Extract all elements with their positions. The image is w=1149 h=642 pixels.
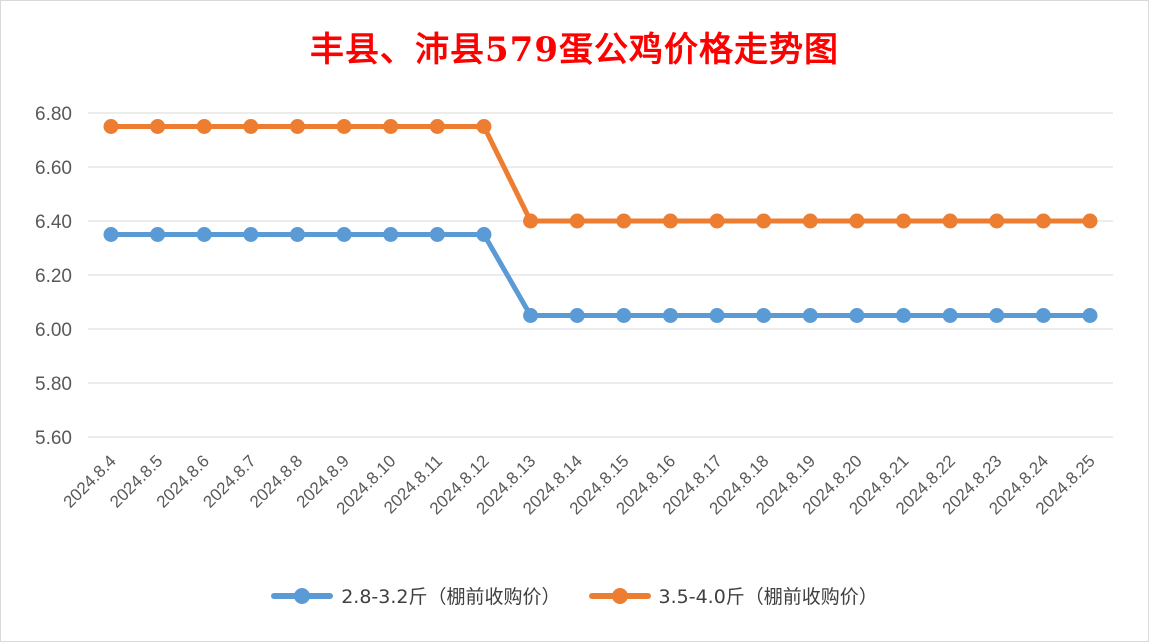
data-point [1082, 213, 1098, 229]
data-point [662, 213, 678, 229]
data-point [942, 213, 958, 229]
data-point [989, 213, 1005, 229]
data-point [756, 308, 772, 323]
data-point [849, 213, 865, 229]
y-tick-label: 6.40 [35, 212, 72, 233]
data-point [569, 213, 585, 229]
data-point [476, 119, 492, 134]
y-tick-label: 6.00 [35, 320, 72, 341]
data-point [569, 308, 585, 323]
data-point [709, 213, 725, 229]
data-point [289, 119, 305, 134]
legend-label: 3.5-4.0斤（棚前收购价） [658, 586, 878, 608]
data-point [196, 227, 212, 242]
data-point [523, 308, 539, 323]
data-point [196, 119, 212, 134]
legend-swatch [271, 587, 334, 604]
data-point [1082, 308, 1098, 323]
legend-label: 2.8-3.2斤（棚前收购价） [341, 586, 561, 608]
data-point [896, 213, 912, 229]
legend-swatch [588, 587, 651, 604]
legend: 2.8-3.2斤（棚前收购价） 3.5-4.0斤（棚前收购价） [0, 582, 1149, 609]
data-point [849, 308, 865, 323]
data-point [756, 213, 772, 229]
data-point [1035, 308, 1051, 323]
legend-marker [611, 587, 628, 604]
series-line-1 [108, 232, 1093, 318]
y-tick-label: 6.20 [35, 266, 72, 287]
legend-item-1: 2.8-3.2斤（棚前收购价） [271, 582, 561, 609]
y-tick-label: 5.60 [35, 428, 72, 449]
data-point [383, 227, 399, 242]
data-point [616, 308, 632, 323]
data-point [523, 213, 539, 229]
data-point [243, 119, 259, 134]
data-point [989, 308, 1005, 323]
y-axis-ticks: 5.60 5.80 6.00 6.20 6.40 6.60 6.80 [35, 104, 72, 449]
gridlines [88, 112, 1113, 438]
y-tick-label: 6.60 [35, 158, 72, 179]
data-point [336, 119, 352, 134]
data-point [662, 308, 678, 323]
data-point [289, 227, 305, 242]
data-point [103, 119, 119, 134]
data-point [802, 213, 818, 229]
data-point [150, 119, 166, 134]
data-point [1035, 213, 1051, 229]
data-point [150, 227, 166, 242]
data-point [243, 227, 259, 242]
data-point [383, 119, 399, 134]
data-point [429, 119, 445, 134]
series-layer [103, 119, 1098, 323]
legend-item-2: 3.5-4.0斤（棚前收购价） [588, 582, 878, 609]
data-point [616, 213, 632, 229]
y-tick-label: 6.80 [35, 104, 72, 125]
data-point [476, 227, 492, 242]
series-line-2 [108, 124, 1093, 224]
data-point [802, 308, 818, 323]
data-point [709, 308, 725, 323]
data-point [103, 227, 119, 242]
y-tick-label: 5.80 [35, 374, 72, 395]
data-point [942, 308, 958, 323]
x-axis-ticks: 2024.8.42024.8.52024.8.62024.8.72024.8.8… [60, 451, 1099, 518]
chart-title: 丰县、沛县579蛋公鸡价格走势图 [310, 30, 839, 70]
data-point [336, 227, 352, 242]
data-point [429, 227, 445, 242]
data-point [896, 308, 912, 323]
legend-marker [294, 587, 311, 604]
